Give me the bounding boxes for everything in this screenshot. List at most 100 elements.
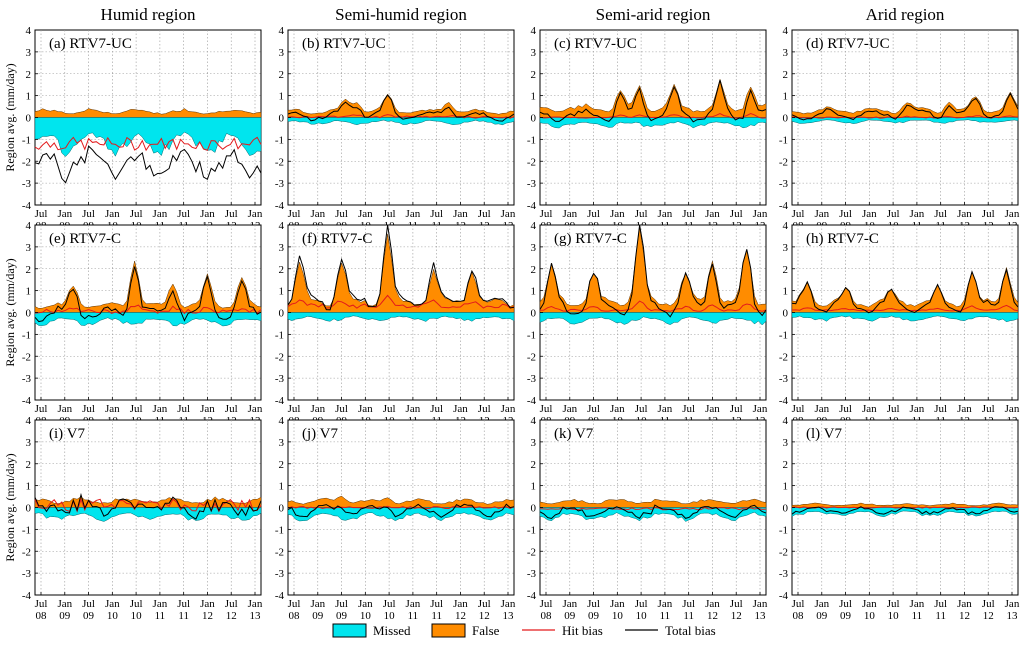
y-tick-label: -2 [527, 546, 536, 558]
panel-g: -4-3-2-101234Jul08Jan09Jul09Jan10Jul10Ja… [527, 220, 768, 427]
x-tick-label-month: Jul [225, 598, 238, 610]
y-axis-label: Region avg. (mm/day) [3, 453, 17, 561]
missed-area [539, 117, 767, 129]
x-tick-label-year: 10 [107, 610, 119, 622]
y-tick-label: 3 [531, 242, 537, 254]
x-tick-label-month: Jul [383, 403, 396, 415]
x-tick-label-month: Jul [335, 208, 348, 220]
y-tick-label: -4 [779, 395, 789, 407]
y-tick-label: -3 [527, 178, 537, 190]
missed-area [34, 312, 262, 327]
x-tick-label-month: Jul [934, 403, 947, 415]
x-tick-label-month: Jul [430, 598, 443, 610]
hit-bias-line [34, 136, 262, 152]
x-tick-label-month: Jul [839, 403, 852, 415]
y-tick-label: 1 [279, 286, 285, 298]
x-tick-label-month: Jul [383, 208, 396, 220]
y-tick-label: -1 [779, 524, 788, 536]
hit-bias-line [287, 505, 515, 510]
y-tick-label: 2 [783, 264, 789, 276]
x-tick-label-month: Jul [82, 598, 95, 610]
x-tick-label-year: 12 [959, 610, 970, 622]
y-tick-label: -1 [22, 524, 31, 536]
x-tick-label-month: Jul [730, 403, 743, 415]
x-tick-label-month: Jan [453, 208, 468, 220]
x-tick-label-month: Jul [177, 598, 190, 610]
x-tick-label-year: 08 [36, 610, 48, 622]
x-tick-label-year: 09 [59, 610, 71, 622]
x-tick-label-month: Jan [610, 403, 625, 415]
y-tick-label: -2 [527, 351, 536, 363]
hit-bias-line [539, 112, 767, 119]
false-area [34, 260, 262, 313]
x-tick-label-month: Jan [814, 208, 829, 220]
panels: -4-3-2-101234Jul08Jan09Jul09Jan10Jul10Ja… [3, 5, 1020, 622]
y-tick-label: -3 [779, 178, 789, 190]
x-tick-label-month: Jan [310, 208, 325, 220]
x-tick-label-month: Jan [957, 208, 972, 220]
y-tick-label: 4 [279, 415, 285, 427]
x-tick-label-month: Jan [1005, 208, 1020, 220]
x-tick-label-month: Jul [430, 208, 443, 220]
panel-label: (d) RTV7-UC [806, 36, 890, 52]
x-tick-label-month: Jan [910, 403, 925, 415]
missed-area [34, 507, 262, 522]
legend-item: False [431, 623, 500, 638]
x-tick-label-month: Jan [248, 403, 263, 415]
panel-label: (e) RTV7-C [49, 231, 121, 247]
y-tick-label: 3 [531, 437, 537, 449]
x-tick-label-year: 11 [431, 610, 442, 622]
panel-label: (f) RTV7-C [302, 231, 372, 247]
y-tick-label: 0 [783, 113, 789, 125]
legend-item: Total bias [625, 623, 716, 638]
y-tick-label: -4 [275, 590, 285, 602]
x-tick-label-year: 10 [360, 610, 372, 622]
panel-e: -4-3-2-101234Jul08Jan09Jul09Jan10Jul10Ja… [3, 220, 263, 427]
x-tick-label-month: Jul [587, 598, 600, 610]
hit-bias-line [791, 115, 1019, 119]
missed-area [287, 312, 515, 322]
y-tick-label: 4 [531, 415, 537, 427]
x-tick-label-year: 09 [816, 610, 828, 622]
y-tick-label: 2 [531, 459, 537, 471]
y-tick-label: 0 [279, 308, 285, 320]
x-tick-label-month: Jul [839, 208, 852, 220]
x-tick-label-year: 10 [888, 610, 900, 622]
y-tick-label: -1 [22, 134, 31, 146]
x-tick-label-year: 08 [541, 610, 553, 622]
x-tick-label-year: 12 [202, 610, 213, 622]
y-tick-label: -1 [779, 329, 788, 341]
y-tick-label: 2 [279, 264, 285, 276]
x-tick-label-year: 13 [503, 610, 515, 622]
x-tick-label-year: 09 [312, 610, 324, 622]
x-tick-label-month: Jul [288, 403, 301, 415]
y-tick-label: -2 [22, 156, 31, 168]
false-area [791, 266, 1019, 313]
y-tick-label: -3 [275, 178, 285, 190]
y-tick-label: 2 [783, 459, 789, 471]
y-tick-label: 1 [26, 286, 32, 298]
x-tick-label-month: Jul [478, 403, 491, 415]
x-tick-label-year: 12 [983, 610, 994, 622]
x-tick-label-month: Jan [753, 403, 768, 415]
y-tick-label: -2 [275, 546, 284, 558]
y-tick-label: 3 [279, 437, 285, 449]
y-tick-label: 2 [26, 264, 32, 276]
x-tick-label-month: Jan [406, 598, 421, 610]
y-tick-label: 3 [279, 242, 285, 254]
total-bias-line [539, 79, 767, 123]
y-tick-label: -2 [779, 156, 788, 168]
x-tick-label-month: Jul [177, 403, 190, 415]
y-tick-label: 4 [279, 25, 285, 37]
y-tick-label: 2 [783, 69, 789, 81]
false-area [791, 91, 1019, 118]
panel-label: (c) RTV7-UC [554, 36, 637, 52]
y-tick-label: 3 [531, 47, 537, 59]
x-tick-label-year: 12 [479, 610, 490, 622]
y-tick-label: -1 [275, 134, 284, 146]
panel-c: -4-3-2-101234Jul08Jan09Jul09Jan10Jul10Ja… [527, 25, 768, 232]
x-tick-label-month: Jul [335, 598, 348, 610]
y-tick-label: 3 [279, 47, 285, 59]
x-tick-label-month: Jan [705, 208, 720, 220]
missed-area [539, 312, 767, 326]
